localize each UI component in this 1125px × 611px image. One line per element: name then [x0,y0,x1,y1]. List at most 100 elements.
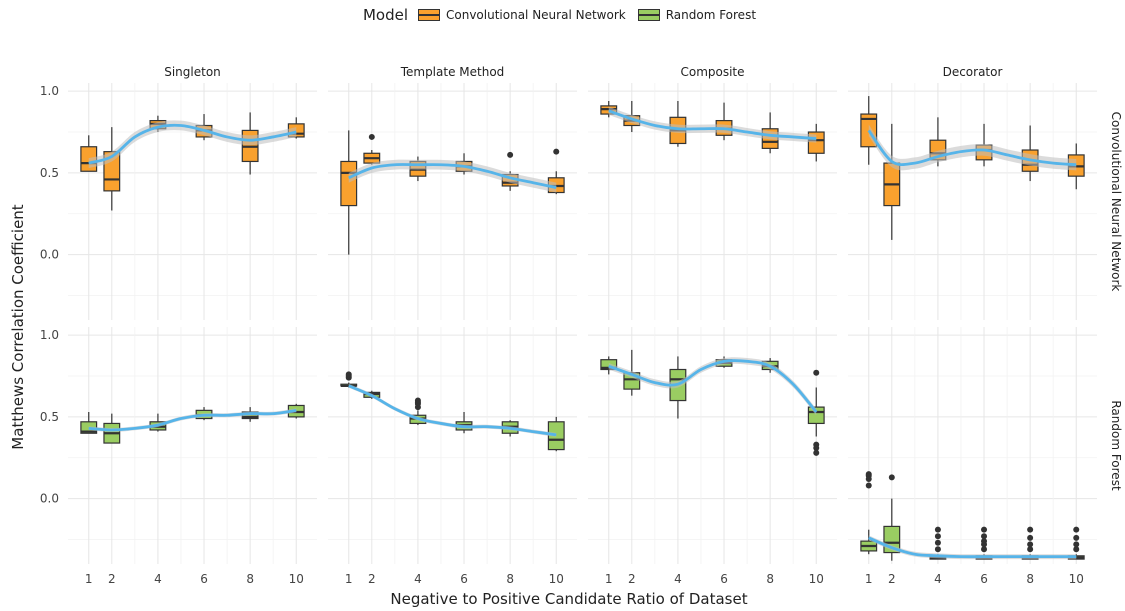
box [669,100,687,147]
facet-column-label: Template Method [400,65,505,79]
outlier-point [368,133,375,140]
y-tick-label: 0.5 [40,166,59,180]
x-tick-label: 2 [888,572,896,586]
outlier-point [1073,546,1080,553]
panel-1-3 [860,471,1085,561]
smooth-trend-line [88,408,297,432]
outlier-point [934,526,941,533]
x-tick-label: 4 [934,572,942,586]
x-tick-label: 10 [809,572,824,586]
x-tick-label: 6 [720,572,728,586]
panel-grid [588,83,837,320]
x-tick-label: 2 [368,572,376,586]
outlier-point [813,369,820,376]
smooth-confidence-band [868,535,1077,560]
x-tick-label: 4 [154,572,162,586]
panel-0-3 [860,96,1085,240]
outlier-point [1073,534,1080,541]
x-tick-label: 10 [289,572,304,586]
facet-column-label: Decorator [943,65,1003,79]
box [455,411,473,434]
x-tick-label: 10 [1069,572,1084,586]
x-tick-label: 8 [766,572,774,586]
box [807,369,825,456]
box [715,102,733,141]
x-tick-label: 2 [628,572,636,586]
panel-grid [68,83,317,320]
x-tick-label: 4 [414,572,422,586]
outlier-point [981,526,988,533]
outlier-point [507,151,514,158]
legend-item-rf: Random Forest [637,8,757,22]
outlier-point [813,444,820,451]
outlier-point [888,474,895,481]
outlier-point [345,371,352,378]
smooth-trend-line [868,536,1077,559]
smooth-trend-line [608,359,818,413]
outlier-point [1027,541,1034,548]
legend-label-rf: Random Forest [665,8,757,22]
outlier-point [1073,541,1080,548]
box [883,474,901,561]
facet-row-label: Random Forest [1109,400,1123,491]
panel-grid [328,327,577,564]
y-tick-label: 1.0 [40,84,59,98]
outlier-point [934,533,941,540]
legend-label-cnn: Convolutional Neural Network [446,8,626,22]
legend-title: Model [362,6,408,24]
x-tick-label: 4 [674,572,682,586]
x-tick-label: 2 [108,572,116,586]
outlier-point [981,533,988,540]
outlier-point [934,539,941,546]
legend: Model Convolutional Neural Network Rando… [0,4,1125,26]
facet-row-label: Convolutional Neural Network [1109,112,1123,292]
panel-grid [848,327,1097,564]
smooth-trend-line [608,109,817,140]
y-tick-label: 0.0 [40,248,59,262]
legend-item-cnn: Convolutional Neural Network [418,8,626,22]
panel-0-2 [600,100,825,162]
x-tick-label: 10 [549,572,564,586]
box [103,127,121,211]
panel-1-2 [600,349,825,456]
box [501,151,519,191]
outlier-point [934,546,941,553]
panel-grid [328,83,577,320]
y-tick-label: 0.0 [40,492,59,506]
outlier-point [981,541,988,548]
x-tick-label: 6 [200,572,208,586]
outlier-point [1027,546,1034,553]
y-axis-label: Matthews Correlation Coefficient [9,204,27,449]
x-tick-label: 1 [85,572,93,586]
x-tick-label: 6 [980,572,988,586]
smooth-trend-line [88,123,297,165]
smooth-trend-line [867,129,1077,167]
panel-1-0 [80,403,305,444]
outlier-point [1027,526,1034,533]
outlier-point [865,476,872,483]
x-tick-label: 8 [1026,572,1034,586]
outlier-point [981,546,988,553]
panels-layer: Singleton Template Method Composite Decorat… [40,65,1123,586]
panel-0-1 [340,130,565,255]
outlier-point [414,397,421,404]
x-axis-label: Negative to Positive Candidate Ratio of … [390,590,747,608]
box [340,130,358,255]
x-tick-label: 6 [460,572,468,586]
x-tick-label: 1 [345,572,353,586]
smooth-trend-line [348,384,557,437]
box-iqr [340,160,358,207]
facet-column-label: Singleton [164,65,221,79]
facet-column-label: Composite [680,65,744,79]
outlier-point [553,148,560,155]
smooth-trend-line [348,163,557,189]
outlier-point [1027,534,1034,541]
smooth-confidence-band [348,159,557,193]
legend-key-cnn [418,9,440,21]
y-tick-label: 1.0 [40,328,59,342]
x-tick-label: 8 [246,572,254,586]
x-tick-label: 1 [865,572,873,586]
outlier-point [813,449,820,456]
panel-grid [68,327,317,564]
